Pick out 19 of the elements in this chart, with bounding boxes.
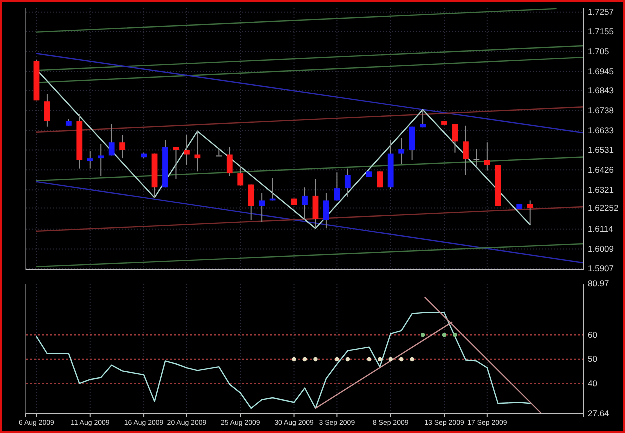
- y-tick-label: 1.705: [588, 46, 610, 56]
- y-tick-label: 1.6633: [588, 126, 614, 136]
- y-tick-label: 1.6426: [588, 164, 614, 175]
- y-tick-label: 1.6009: [588, 244, 614, 254]
- y-tick-label: 1.6531: [588, 144, 614, 155]
- y-tick-label: 80.97: [588, 278, 610, 289]
- y-tick-label: 1.6738: [588, 106, 614, 116]
- y-tick-label: 1.6321: [588, 184, 614, 195]
- y-tick-label: 1.6114: [588, 224, 614, 234]
- y-tick-label: 60: [588, 330, 598, 340]
- y-tick-label: 1.7257: [588, 7, 614, 18]
- y-tick-label: 1.5907: [588, 263, 614, 274]
- y-tick-label: 1.7155: [588, 26, 614, 36]
- y-tick-label: 27.64: [588, 408, 610, 419]
- y-tick-label: 50: [588, 354, 598, 364]
- y-tick-label: 40: [588, 378, 598, 389]
- y-tick-label: 1.62252: [588, 202, 619, 213]
- y-tick-label: 1.6843: [588, 86, 614, 96]
- y-tick-label: 1.6945: [588, 66, 614, 76]
